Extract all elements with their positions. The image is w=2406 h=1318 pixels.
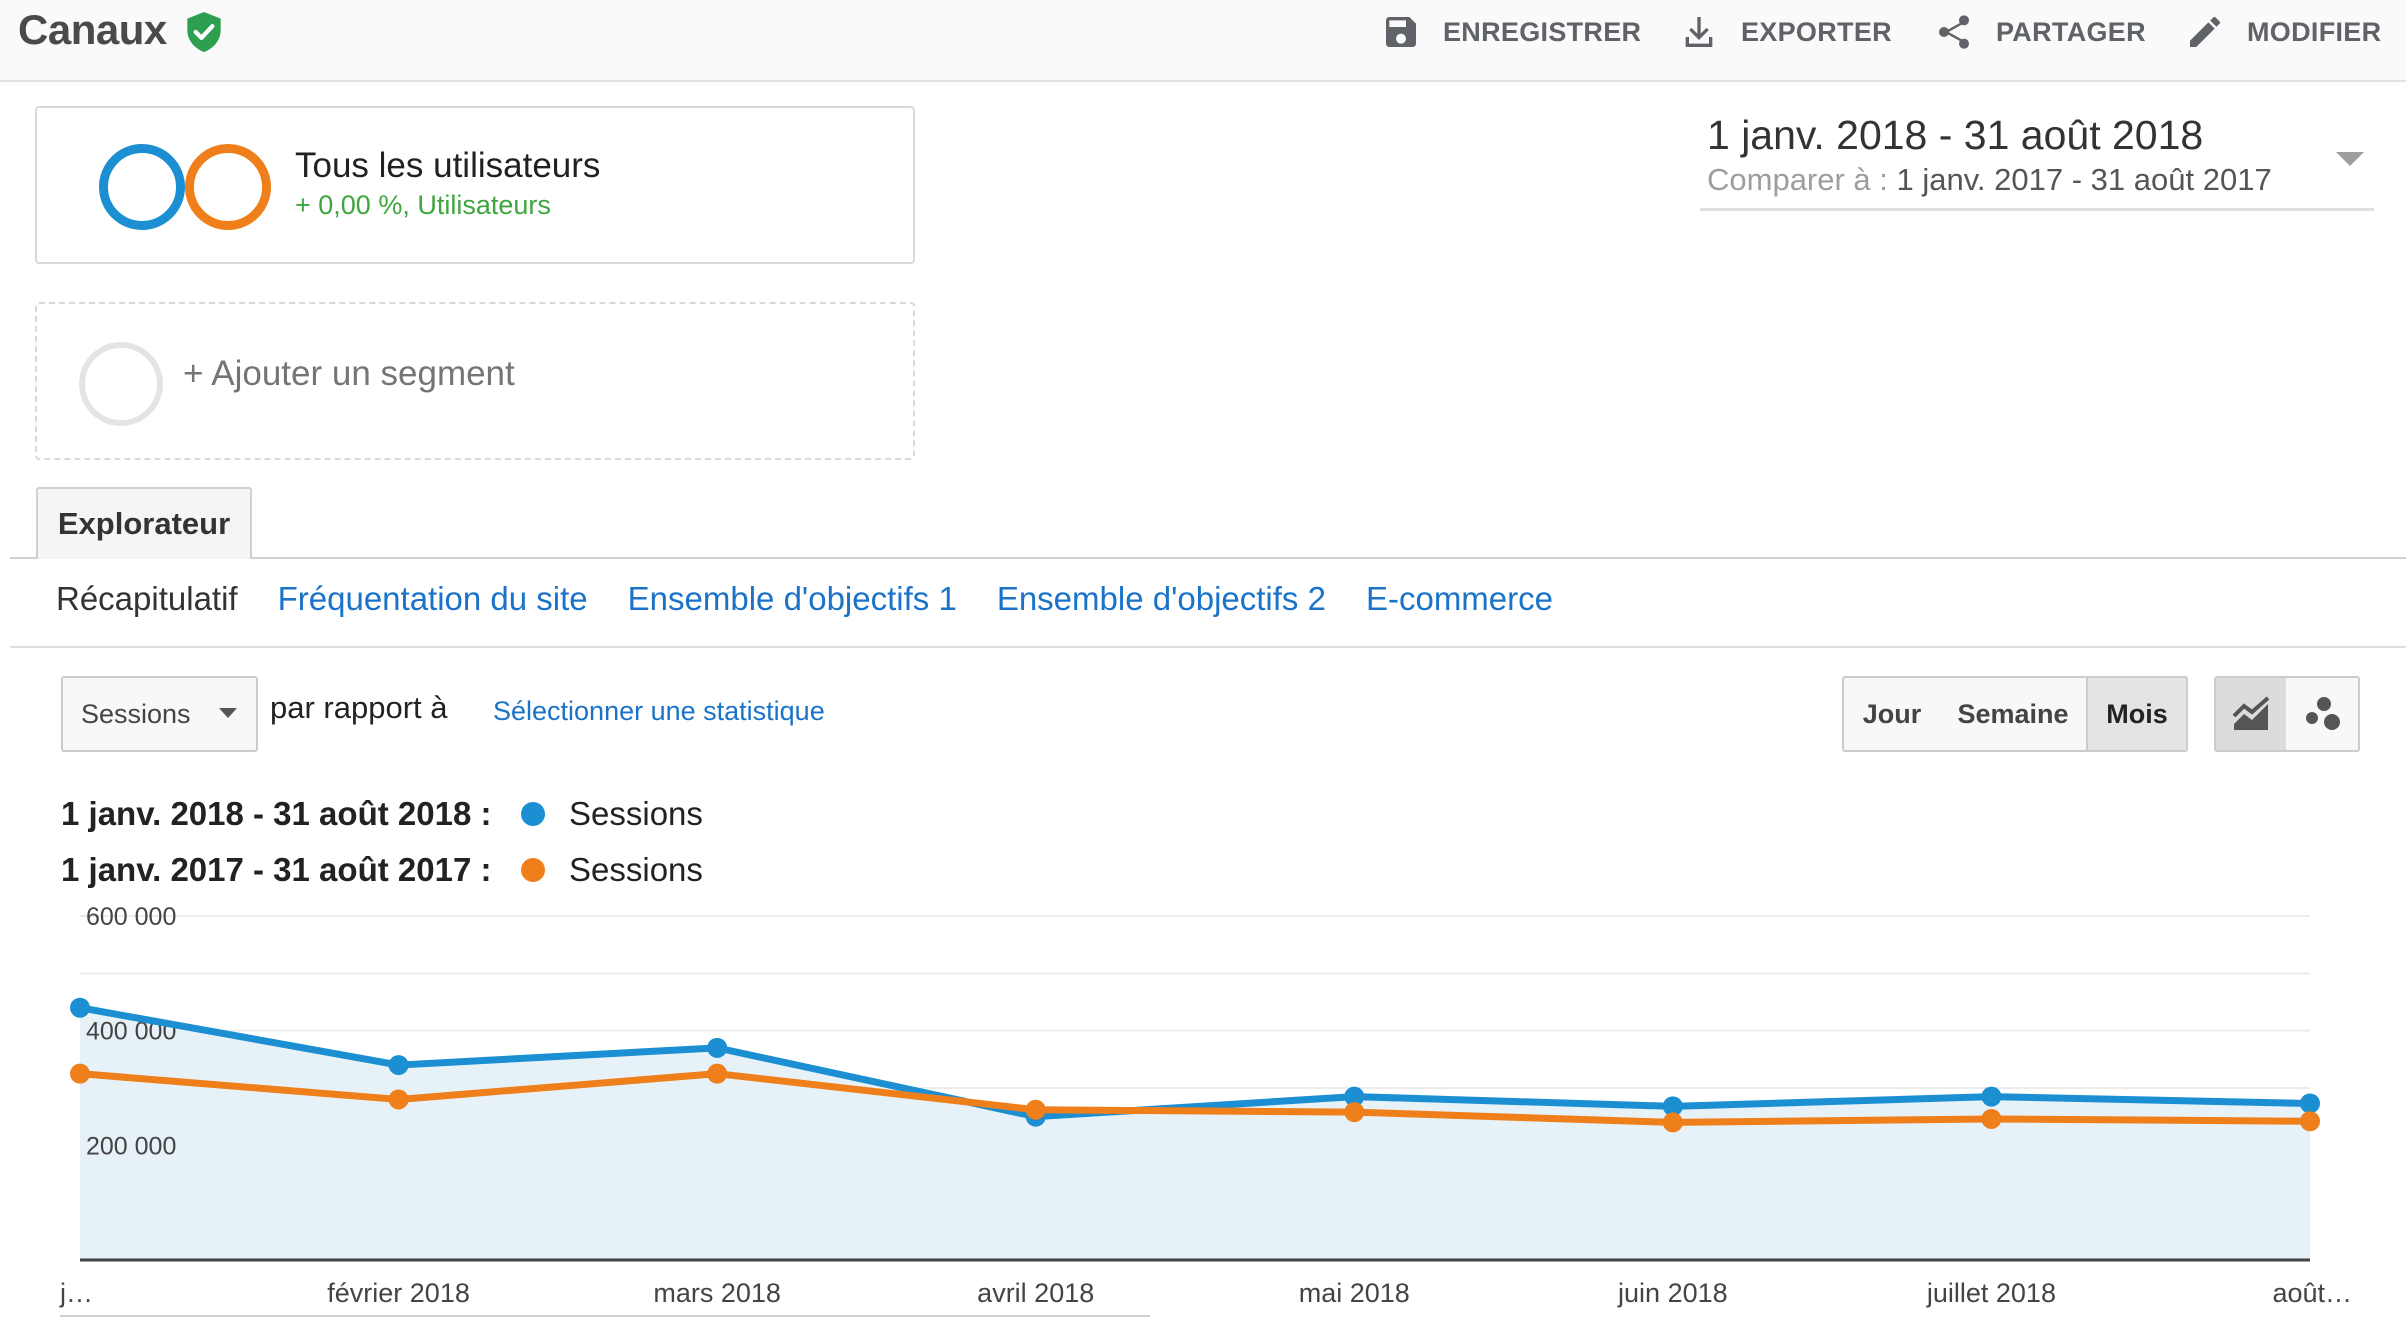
metric-select[interactable]: Sessions bbox=[61, 676, 258, 752]
subtab-site-usage[interactable]: Fréquentation du site bbox=[277, 580, 588, 617]
motion-chart-view-button[interactable] bbox=[2286, 676, 2360, 752]
compare-range: 1 janv. 2017 - 31 août 2017 bbox=[1896, 162, 2272, 197]
verified-shield-icon bbox=[187, 12, 221, 52]
date-range-compare: Comparer à : 1 janv. 2017 - 31 août 2017 bbox=[1707, 162, 2272, 198]
series-area-fill bbox=[80, 1007, 2310, 1260]
x-tick-label: juin 2018 bbox=[1617, 1278, 1728, 1308]
empty-segment-ring bbox=[79, 342, 163, 426]
chevron-down-icon bbox=[219, 708, 237, 718]
date-range-underline bbox=[1700, 208, 2374, 211]
data-point-current bbox=[1344, 1086, 1365, 1107]
data-point-current bbox=[70, 997, 90, 1018]
segment-card-all-users[interactable]: Tous les utilisateurs + 0,00 %, Utilisat… bbox=[35, 106, 915, 264]
data-point-current bbox=[388, 1055, 409, 1076]
legend-current: 1 janv. 2018 - 31 août 2018 : Sessions bbox=[61, 795, 703, 833]
x-tick-label: mai 2018 bbox=[1299, 1278, 1410, 1308]
save-button[interactable]: ENREGISTRER bbox=[1381, 8, 1641, 56]
legend-dot-orange bbox=[521, 858, 545, 882]
x-tick-label: avril 2018 bbox=[977, 1278, 1094, 1308]
data-point-compare bbox=[2300, 1111, 2320, 1132]
subtab-divider bbox=[10, 646, 2406, 648]
line-chart-icon bbox=[2232, 696, 2270, 730]
legend-current-range: 1 janv. 2018 - 31 août 2018 : bbox=[61, 795, 492, 832]
share-icon bbox=[1939, 15, 1969, 49]
data-point-current bbox=[2300, 1093, 2320, 1114]
legend-compare-range: 1 janv. 2017 - 31 août 2017 : bbox=[61, 851, 492, 888]
y-tick-label: 600 000 bbox=[86, 903, 176, 931]
motion-chart-icon bbox=[2306, 697, 2340, 730]
data-point-compare bbox=[1981, 1108, 2002, 1129]
data-point-compare bbox=[1025, 1099, 1046, 1120]
series-line-compare bbox=[79, 1070, 2311, 1126]
data-point-compare bbox=[1662, 1112, 1683, 1133]
save-icon bbox=[1386, 17, 1416, 47]
period-month-button[interactable]: Mois bbox=[2086, 676, 2188, 752]
data-point-compare bbox=[1344, 1102, 1365, 1123]
subtab-bar: Récapitulatif Fréquentation du site Ense… bbox=[56, 580, 1553, 618]
subtab-summary[interactable]: Récapitulatif bbox=[56, 580, 238, 617]
chevron-down-icon[interactable] bbox=[2336, 152, 2364, 166]
tab-explorer[interactable]: Explorateur bbox=[36, 487, 252, 559]
subtab-goal-set-2[interactable]: Ensemble d'objectifs 2 bbox=[996, 580, 1326, 617]
compare-prefix: Comparer à : bbox=[1707, 162, 1897, 197]
segment-ring-compare bbox=[185, 144, 271, 230]
download-icon bbox=[1685, 17, 1713, 47]
export-button[interactable]: EXPORTER bbox=[1679, 8, 1892, 56]
data-point-compare bbox=[70, 1063, 90, 1084]
data-point-compare bbox=[707, 1063, 728, 1084]
x-tick-label: août… bbox=[2272, 1278, 2352, 1308]
edit-button[interactable]: MODIFIER bbox=[2185, 8, 2381, 56]
y-tick-label: 200 000 bbox=[86, 1132, 176, 1160]
data-point-current bbox=[1981, 1086, 2002, 1107]
data-point-current bbox=[707, 1037, 728, 1058]
legend-compare: 1 janv. 2017 - 31 août 2017 : Sessions bbox=[61, 851, 703, 889]
share-button[interactable]: PARTAGER bbox=[1934, 8, 2146, 56]
select-metric-link[interactable]: Sélectionner une statistique bbox=[493, 696, 825, 726]
add-segment-button[interactable]: + Ajouter un segment bbox=[35, 302, 915, 460]
x-tick-label: février 2018 bbox=[327, 1278, 470, 1308]
date-range-current: 1 janv. 2018 - 31 août 2018 bbox=[1707, 112, 2204, 158]
line-chart-view-button[interactable] bbox=[2214, 676, 2288, 752]
period-day-button[interactable]: Jour bbox=[1842, 676, 1942, 752]
versus-label: par rapport à bbox=[270, 690, 448, 725]
subtab-goal-set-1[interactable]: Ensemble d'objectifs 1 bbox=[627, 580, 957, 617]
subtab-ecommerce[interactable]: E-commerce bbox=[1365, 580, 1553, 617]
legend-current-metric: Sessions bbox=[569, 795, 703, 832]
x-tick-label: mars 2018 bbox=[653, 1278, 781, 1308]
add-segment-label: + Ajouter un segment bbox=[183, 354, 515, 393]
report-header: Canaux ENREGISTRER EXPORTER PARTAGER MOD… bbox=[0, 0, 2406, 82]
segment-change: + 0,00 %, Utilisateurs bbox=[295, 190, 551, 220]
tab-divider bbox=[10, 557, 2406, 559]
edit-label: MODIFIER bbox=[2247, 16, 2382, 47]
share-label: PARTAGER bbox=[1996, 16, 2146, 47]
export-label: EXPORTER bbox=[1741, 16, 1892, 47]
period-week-button[interactable]: Semaine bbox=[1940, 676, 2088, 752]
x-tick-label: juillet 2018 bbox=[1926, 1278, 2056, 1308]
legend-compare-metric: Sessions bbox=[569, 851, 703, 888]
series-line-current bbox=[79, 1004, 2311, 1121]
page-title: Canaux bbox=[18, 6, 167, 53]
segment-ring-current bbox=[99, 144, 185, 230]
segment-name: Tous les utilisateurs bbox=[295, 146, 601, 185]
save-label: ENREGISTRER bbox=[1443, 16, 1642, 47]
data-point-compare bbox=[388, 1089, 409, 1110]
data-point-current bbox=[1662, 1096, 1683, 1117]
legend-dot-blue bbox=[521, 802, 545, 826]
pencil-icon bbox=[2190, 16, 2220, 47]
x-tick-label: j… bbox=[59, 1278, 93, 1308]
